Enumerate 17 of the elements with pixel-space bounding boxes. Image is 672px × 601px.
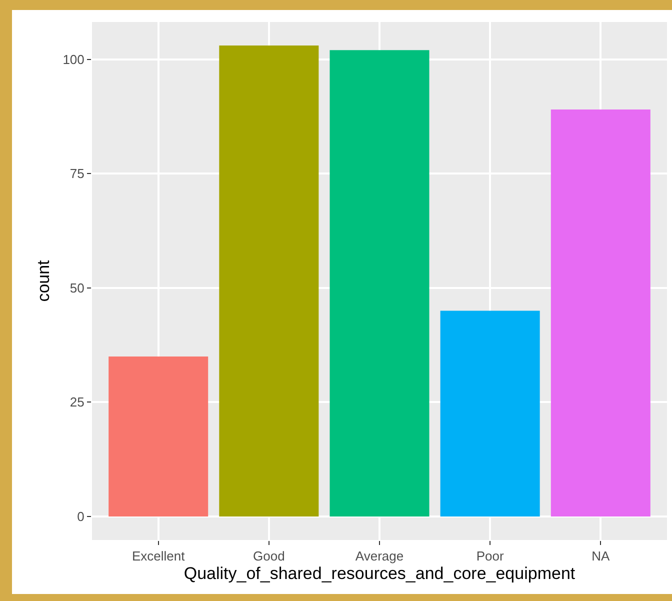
y-tick-label: 25 xyxy=(70,394,84,410)
y-axis-title: count xyxy=(34,260,54,302)
y-tick-label: 100 xyxy=(62,52,84,67)
x-tick-label: Good xyxy=(253,548,285,564)
y-tick-label: 75 xyxy=(70,166,84,182)
x-tick-label: Poor xyxy=(476,548,504,564)
bar xyxy=(108,356,208,516)
bar xyxy=(330,50,430,516)
x-tick-label: Excellent xyxy=(132,548,186,564)
y-tick-label: 0 xyxy=(77,509,84,524)
x-tick-label: Average xyxy=(355,548,404,564)
x-tick-label: NA xyxy=(592,548,610,564)
bar xyxy=(440,310,540,516)
bar xyxy=(219,46,319,516)
y-tick-label: 50 xyxy=(70,280,84,296)
bar xyxy=(550,110,650,516)
x-axis-title: Quality_of_shared_resources_and_core_equipment xyxy=(184,564,576,583)
